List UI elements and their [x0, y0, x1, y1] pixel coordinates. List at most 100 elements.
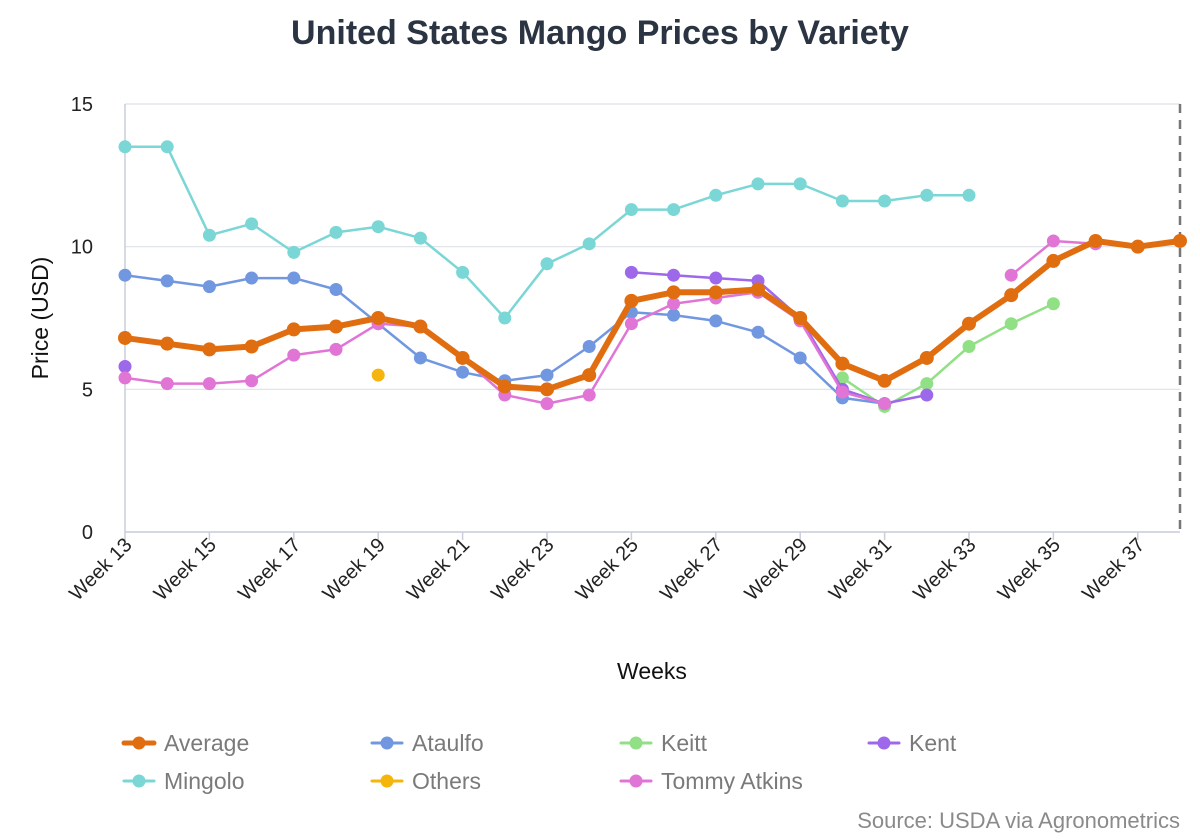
data-point-tommy-atkins[interactable]	[835, 385, 849, 399]
data-point-average[interactable]	[160, 336, 175, 351]
data-point-ataulfo[interactable]	[245, 271, 259, 285]
data-point-tommy-atkins[interactable]	[624, 317, 638, 331]
data-point-ataulfo[interactable]	[413, 351, 427, 365]
data-point-tommy-atkins[interactable]	[878, 397, 892, 411]
data-point-mingolo[interactable]	[962, 188, 976, 202]
data-point-kent[interactable]	[920, 388, 934, 402]
data-point-average[interactable]	[751, 282, 765, 297]
data-point-mingolo[interactable]	[793, 177, 807, 191]
data-point-average[interactable]	[413, 319, 428, 334]
data-point-keitt[interactable]	[835, 371, 849, 385]
data-point-tommy-atkins[interactable]	[329, 342, 343, 356]
data-point-tommy-atkins[interactable]	[245, 374, 259, 388]
x-tick-label: Week 37	[1078, 534, 1149, 605]
data-point-ataulfo[interactable]	[202, 280, 216, 294]
data-point-mingolo[interactable]	[498, 311, 512, 325]
data-point-keitt[interactable]	[920, 377, 934, 391]
data-point-tommy-atkins[interactable]	[160, 377, 174, 391]
legend-item-keitt[interactable]: Keitt	[619, 730, 708, 756]
data-point-average[interactable]	[582, 368, 597, 383]
legend-item-average[interactable]: Average	[121, 730, 249, 756]
data-point-tommy-atkins[interactable]	[540, 397, 554, 411]
data-point-mingolo[interactable]	[878, 194, 892, 208]
data-point-mingolo[interactable]	[835, 194, 849, 208]
legend-item-tommy-atkins[interactable]: Tommy Atkins	[619, 768, 803, 794]
data-point-tommy-atkins[interactable]	[1046, 234, 1060, 248]
data-point-ataulfo[interactable]	[160, 274, 174, 288]
data-point-tommy-atkins[interactable]	[118, 371, 132, 385]
data-point-average[interactable]	[329, 319, 343, 334]
data-point-kent[interactable]	[709, 271, 723, 285]
data-point-average[interactable]	[624, 293, 639, 308]
data-point-average[interactable]	[708, 285, 723, 300]
legend: Average Ataulfo Keitt Kent Mingolo Others Tomm…	[121, 730, 957, 794]
data-point-mingolo[interactable]	[540, 257, 554, 271]
legend-item-kent[interactable]: Kent	[867, 730, 957, 756]
data-point-average[interactable]	[666, 285, 681, 300]
data-point-mingolo[interactable]	[118, 140, 132, 154]
legend-item-ataulfo[interactable]: Ataulfo	[370, 730, 484, 756]
data-point-ataulfo[interactable]	[118, 268, 132, 282]
data-point-others[interactable]	[371, 368, 385, 382]
data-point-mingolo[interactable]	[413, 231, 427, 245]
data-point-ataulfo[interactable]	[287, 271, 301, 285]
data-point-ataulfo[interactable]	[667, 308, 681, 322]
data-point-kent[interactable]	[667, 268, 681, 282]
data-point-average[interactable]	[962, 316, 976, 331]
data-point-average[interactable]	[286, 322, 301, 337]
data-point-mingolo[interactable]	[287, 245, 301, 259]
data-point-mingolo[interactable]	[371, 220, 385, 234]
data-point-tommy-atkins[interactable]	[582, 388, 596, 402]
data-point-kent[interactable]	[624, 265, 638, 279]
data-point-average[interactable]	[1046, 253, 1061, 268]
data-point-average[interactable]	[118, 330, 132, 345]
data-point-average[interactable]	[497, 379, 512, 394]
data-point-kent[interactable]	[118, 360, 132, 374]
data-point-mingolo[interactable]	[667, 203, 681, 217]
data-point-average[interactable]	[835, 356, 850, 371]
data-point-ataulfo[interactable]	[329, 282, 343, 296]
data-point-average[interactable]	[793, 311, 808, 325]
data-point-average[interactable]	[371, 311, 386, 325]
data-point-ataulfo[interactable]	[751, 325, 765, 339]
data-point-tommy-atkins[interactable]	[1004, 268, 1018, 282]
data-point-mingolo[interactable]	[160, 140, 174, 154]
data-point-mingolo[interactable]	[245, 217, 259, 231]
data-point-mingolo[interactable]	[582, 237, 596, 251]
data-point-ataulfo[interactable]	[793, 351, 807, 365]
data-point-average[interactable]	[1173, 233, 1187, 248]
data-point-average[interactable]	[455, 350, 470, 365]
data-point-average[interactable]	[540, 382, 554, 397]
data-point-mingolo[interactable]	[329, 225, 343, 239]
data-point-average[interactable]	[877, 373, 892, 388]
data-point-average[interactable]	[202, 342, 217, 357]
data-point-ataulfo[interactable]	[582, 340, 596, 354]
legend-item-others[interactable]: Others	[370, 768, 481, 794]
data-point-ataulfo[interactable]	[456, 365, 470, 379]
data-point-mingolo[interactable]	[456, 265, 470, 279]
data-point-keitt[interactable]	[962, 340, 976, 354]
data-point-average[interactable]	[1004, 288, 1019, 303]
legend-label: Keitt	[661, 730, 708, 756]
data-point-mingolo[interactable]	[920, 188, 934, 202]
data-point-keitt[interactable]	[1046, 297, 1060, 311]
data-point-tommy-atkins[interactable]	[287, 348, 301, 362]
data-point-keitt[interactable]	[1004, 317, 1018, 331]
data-point-average[interactable]	[919, 350, 934, 365]
data-point-mingolo[interactable]	[624, 203, 638, 217]
data-point-tommy-atkins[interactable]	[202, 377, 216, 391]
legend-swatch-marker	[380, 774, 394, 788]
data-point-tommy-atkins[interactable]	[667, 297, 681, 311]
data-point-average[interactable]	[1088, 233, 1103, 248]
data-point-average[interactable]	[244, 339, 259, 354]
data-point-average[interactable]	[1130, 239, 1145, 254]
x-tick-label: Week 35	[994, 534, 1065, 605]
legend-label: Kent	[909, 730, 957, 756]
data-point-mingolo[interactable]	[202, 228, 216, 242]
data-point-ataulfo[interactable]	[540, 368, 554, 382]
series-others	[371, 368, 385, 382]
data-point-mingolo[interactable]	[751, 177, 765, 191]
data-point-mingolo[interactable]	[709, 188, 723, 202]
legend-item-mingolo[interactable]: Mingolo	[122, 768, 245, 794]
data-point-ataulfo[interactable]	[709, 314, 723, 328]
